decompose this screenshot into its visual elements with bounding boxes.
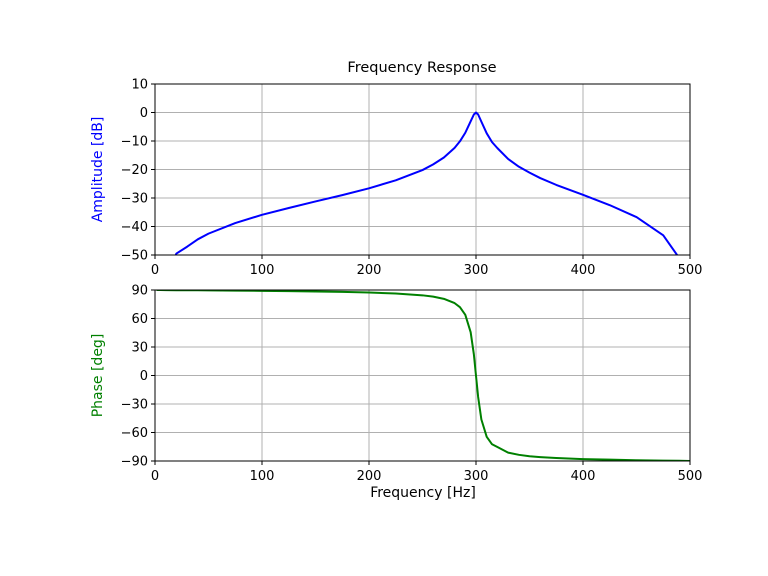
phase-axis-label: Phase [deg] xyxy=(90,334,106,418)
amplitude-axis-label: Amplitude [dB] xyxy=(90,117,106,223)
x-tick-label: 500 xyxy=(678,263,703,278)
y-tick-label: 0 xyxy=(140,106,148,121)
y-tick-label: −60 xyxy=(121,426,148,441)
y-tick-label: −50 xyxy=(121,249,148,264)
y-tick-label: −30 xyxy=(121,398,148,413)
x-tick-label: 0 xyxy=(151,263,159,278)
x-tick-label: 0 xyxy=(151,469,159,484)
x-axis-label: Frequency [Hz] xyxy=(370,485,476,501)
phase-response-curve xyxy=(156,290,690,461)
amplitude-response-curve xyxy=(174,111,679,255)
x-tick-label: 200 xyxy=(357,469,382,484)
y-tick-label: −40 xyxy=(121,220,148,235)
y-tick-label: 30 xyxy=(131,341,148,356)
y-tick-label: −20 xyxy=(121,163,148,178)
x-tick-label: 300 xyxy=(464,469,489,484)
y-tick-label: 60 xyxy=(131,312,148,327)
y-tick-label: 0 xyxy=(140,369,148,384)
y-tick-label: −30 xyxy=(121,192,148,207)
x-tick-label: 500 xyxy=(678,469,703,484)
x-tick-label: 300 xyxy=(464,263,489,278)
x-tick-label: 200 xyxy=(357,263,382,278)
x-tick-label: 100 xyxy=(250,469,275,484)
figure-title: Frequency Response xyxy=(347,60,496,76)
x-tick-label: 400 xyxy=(571,263,596,278)
x-tick-label: 100 xyxy=(250,263,275,278)
x-tick-label: 400 xyxy=(571,469,596,484)
y-tick-label: −90 xyxy=(121,455,148,470)
y-tick-label: 90 xyxy=(131,284,148,299)
y-tick-label: −10 xyxy=(121,135,148,150)
y-tick-label: 10 xyxy=(131,78,148,93)
